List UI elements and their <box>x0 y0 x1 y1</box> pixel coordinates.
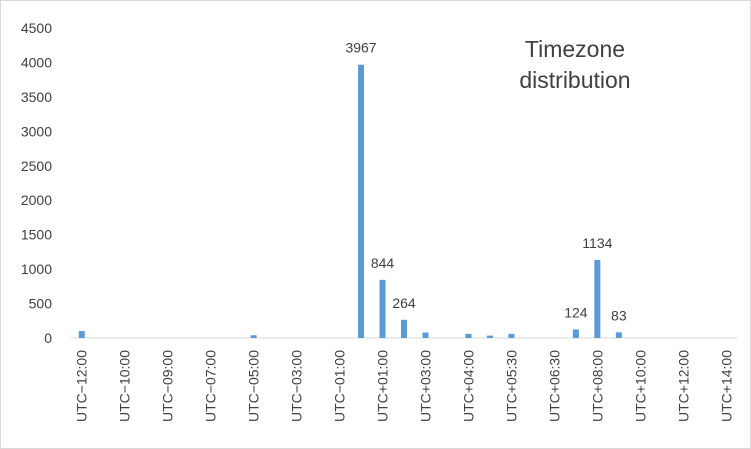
data-label: 844 <box>371 255 395 271</box>
bar <box>465 333 472 338</box>
x-tick-label: UTC−12:00 <box>74 350 90 422</box>
data-label: 1134 <box>582 235 612 251</box>
x-tick-label: UTC+03:00 <box>417 350 433 422</box>
bar <box>594 259 601 338</box>
x-tick-label: UTC−09:00 <box>160 350 176 422</box>
data-label: 3967 <box>345 40 376 56</box>
bar <box>615 332 622 338</box>
y-tick-label: 3000 <box>21 123 52 139</box>
y-tick-label: 1000 <box>21 261 52 277</box>
x-tick-label: UTC−07:00 <box>203 350 219 422</box>
bar <box>422 332 429 338</box>
y-tick-label: 4500 <box>21 20 52 36</box>
x-tick-label: UTC+01:00 <box>375 350 391 422</box>
y-tick-label: 2000 <box>21 192 52 208</box>
y-tick-label: 1500 <box>21 227 52 243</box>
x-tick-label: UTC−01:00 <box>332 350 348 422</box>
bar <box>486 335 493 338</box>
bar <box>78 331 85 338</box>
x-tick-label: UTC+06:30 <box>546 350 562 422</box>
bar <box>401 319 407 338</box>
bar <box>358 64 365 339</box>
y-tick-label: 2500 <box>21 158 52 174</box>
x-tick-label: UTC+12:00 <box>675 350 691 422</box>
x-tick-label: UTC+04:00 <box>460 350 476 422</box>
x-tick-label: UTC+10:00 <box>632 350 648 422</box>
x-tick-label: UTC−10:00 <box>117 350 133 422</box>
x-tick-label: UTC+14:00 <box>718 350 734 422</box>
bar <box>250 335 257 338</box>
x-tick-label: UTC+08:00 <box>589 350 605 422</box>
bar <box>508 333 515 338</box>
y-tick-label: 3500 <box>21 89 52 105</box>
chart-title: Timezone distribution <box>519 36 631 93</box>
y-tick-label: 500 <box>29 296 53 312</box>
data-label: 83 <box>611 307 627 323</box>
bar <box>379 279 386 338</box>
data-label: 264 <box>392 295 416 311</box>
x-tick-label: UTC−05:00 <box>246 350 262 422</box>
x-tick-label: UTC−03:00 <box>289 350 305 422</box>
x-tick-label: UTC+05:30 <box>503 350 519 422</box>
bar <box>572 329 579 338</box>
data-label: 124 <box>564 304 588 320</box>
y-tick-label: 4000 <box>21 54 52 70</box>
y-tick-label: 0 <box>44 330 52 346</box>
